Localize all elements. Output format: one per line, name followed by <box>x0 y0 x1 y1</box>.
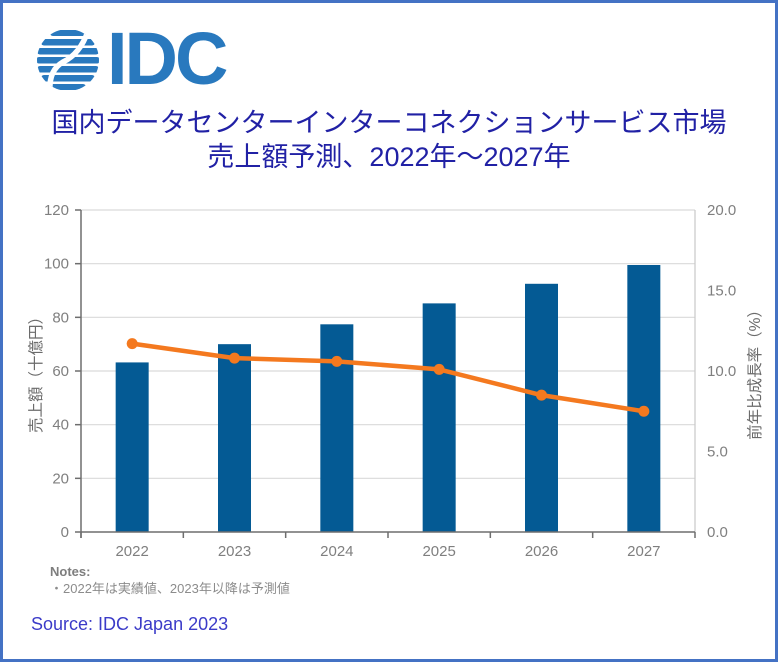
growth-point-2025 <box>433 363 445 375</box>
x-tick-label: 2025 <box>422 543 455 560</box>
idc-logo: IDC <box>36 16 228 100</box>
idc-globe-icon <box>37 30 99 91</box>
y-left-tick-label: 40 <box>52 417 69 434</box>
y-left-tick-label: 80 <box>52 309 69 326</box>
y-left-tick-label: 20 <box>52 470 69 487</box>
y-left-axis-title: 売上額（十億円） <box>27 309 45 433</box>
chart-title-line1: 国内データセンターインターコネクションサービス市場 <box>51 108 727 138</box>
growth-point-2027 <box>638 405 650 417</box>
y-right-tick-label: 20.0 <box>707 202 736 219</box>
x-tick-label: 2022 <box>115 543 148 560</box>
chart-title: 国内データセンターインターコネクションサービス市場 売上額予測、2022年～20… <box>3 106 775 174</box>
y-left-tick-label: 120 <box>44 202 69 219</box>
x-tick-label: 2027 <box>627 543 660 560</box>
notes: Notes: ・2022年は実績値、2023年以降は予測値 <box>50 563 290 597</box>
y-left-tick-label: 0 <box>61 524 69 541</box>
bar-2024 <box>320 324 354 532</box>
y-left-tick-label: 100 <box>44 256 69 273</box>
x-tick-label: 2023 <box>218 543 251 560</box>
bar-2023 <box>218 344 251 532</box>
chart-canvas: 0 20 40 60 80 100 120 0.0 5.0 10.0 15.0 20.0 2022 202… <box>27 202 764 560</box>
notes-text: ・2022年は実績値、2023年以降は予測値 <box>50 581 290 596</box>
bar-2026 <box>525 283 558 532</box>
y-right-axis-title: 前年比成長率（%） <box>746 302 764 440</box>
y-right-tick-label: 5.0 <box>707 444 728 461</box>
y-right-tick-label: 10.0 <box>707 363 736 380</box>
x-tick-label: 2026 <box>525 543 558 560</box>
idc-logo-text: IDC <box>107 16 228 100</box>
source-line: Source: IDC Japan 2023 <box>31 614 229 634</box>
growth-point-2026 <box>536 389 547 401</box>
y-right-tick-label: 15.0 <box>707 283 736 300</box>
x-tick-label: 2024 <box>320 543 353 560</box>
growth-point-2024 <box>331 355 343 367</box>
y-left-tick-label: 60 <box>52 363 69 380</box>
chart-title-line2: 売上額予測、2022年～2027年 <box>207 142 571 172</box>
notes-heading: Notes: <box>50 564 91 579</box>
bar-2027 <box>627 265 661 532</box>
bar-2025 <box>422 303 456 532</box>
growth-point-2022 <box>126 338 138 350</box>
y-right-tick-label: 0.0 <box>707 524 728 541</box>
growth-line <box>129 341 647 414</box>
growth-point-2023 <box>229 352 240 364</box>
bar-2022 <box>115 362 149 532</box>
